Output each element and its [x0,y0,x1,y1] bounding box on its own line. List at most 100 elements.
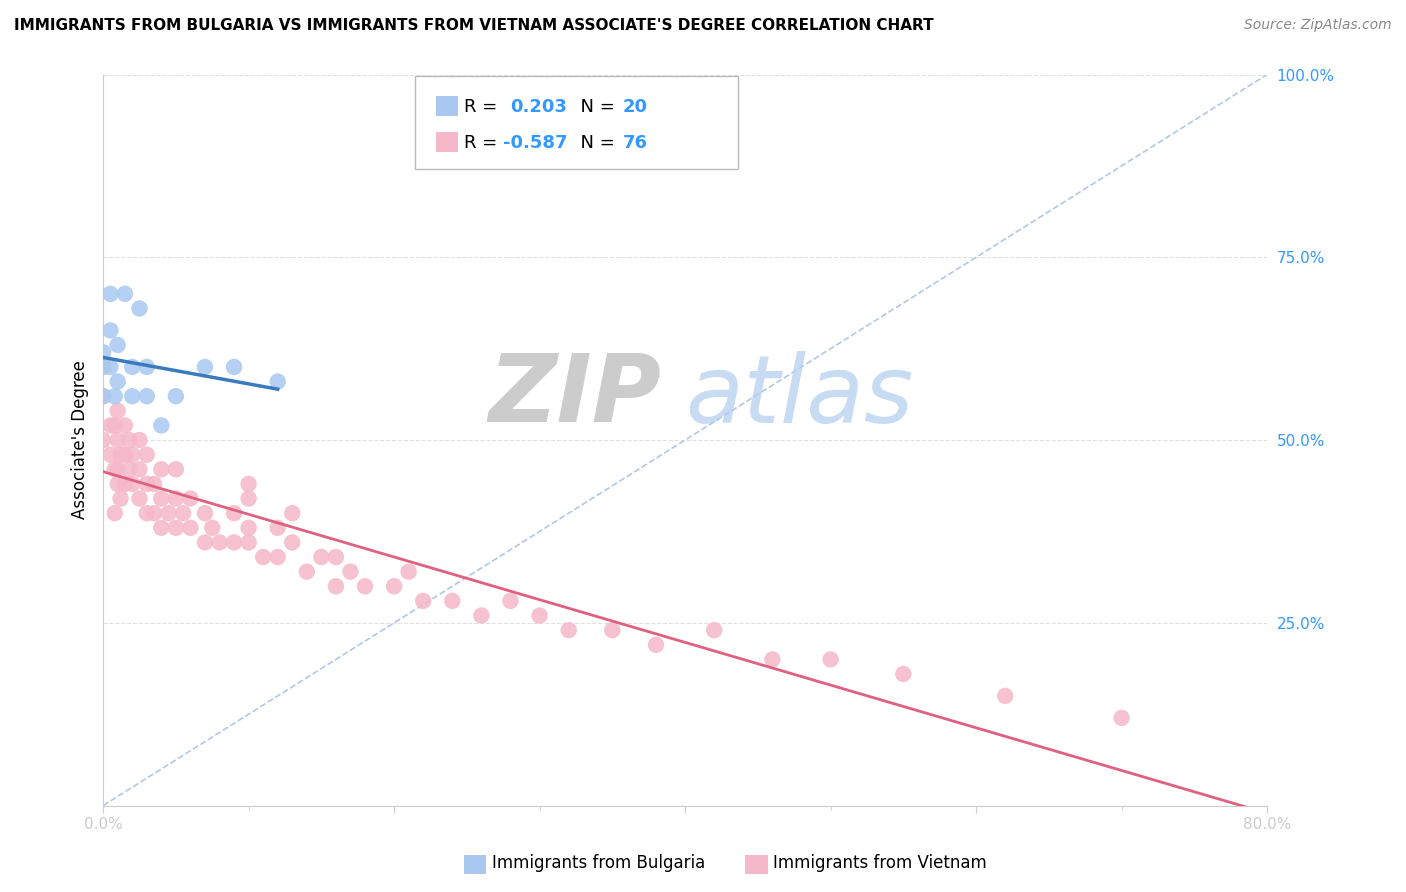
Point [91,359,114,374]
Point [150,521,173,535]
Text: N =: N = [569,98,621,116]
Point [150,462,173,476]
Point [100,286,122,301]
Point [267,521,290,535]
Point [325,549,347,564]
Point [150,491,173,506]
Text: R =: R = [464,134,503,152]
Point [891,667,914,681]
Point [128,491,150,506]
Point [143,506,166,520]
Point [165,521,187,535]
Point [1111,711,1133,725]
Point [339,565,361,579]
Point [121,389,143,403]
Text: 76: 76 [623,134,648,152]
Point [761,652,783,666]
Point [529,608,551,623]
Text: R =: R = [464,98,509,116]
Point [165,389,187,403]
Point [100,418,122,433]
Point [179,491,201,506]
Point [325,579,347,593]
Point [179,521,201,535]
Point [238,477,260,491]
Point [143,477,166,491]
Point [820,652,842,666]
Point [252,549,274,564]
Point [208,535,231,549]
Point [281,535,304,549]
Point [222,359,245,374]
Point [110,448,132,462]
Text: Source: ZipAtlas.com: Source: ZipAtlas.com [1244,18,1392,32]
Text: 0.203: 0.203 [510,98,567,116]
Point [499,594,522,608]
Point [194,506,217,520]
Point [602,623,624,637]
Point [238,535,260,549]
Point [91,359,114,374]
Point [194,359,217,374]
Point [107,477,129,491]
Point [118,462,141,476]
Text: atlas: atlas [685,351,914,442]
Point [222,535,245,549]
Point [107,375,129,389]
Point [135,359,157,374]
Point [100,448,122,462]
Point [150,418,173,433]
Point [398,565,420,579]
Point [194,535,217,549]
Text: IMMIGRANTS FROM BULGARIA VS IMMIGRANTS FROM VIETNAM ASSOCIATE'S DEGREE CORRELATI: IMMIGRANTS FROM BULGARIA VS IMMIGRANTS F… [14,18,934,33]
Point [557,623,579,637]
Point [121,448,143,462]
Point [104,418,127,433]
Point [165,491,187,506]
Y-axis label: Associate's Degree: Associate's Degree [72,360,89,519]
Point [267,549,290,564]
Text: 20: 20 [623,98,648,116]
Point [104,462,127,476]
Point [201,521,224,535]
Point [107,404,129,418]
Point [118,433,141,447]
Point [172,506,194,520]
Point [281,506,304,520]
Point [91,389,114,403]
Point [121,359,143,374]
Point [91,345,114,359]
Point [121,477,143,491]
Point [135,448,157,462]
Point [157,506,180,520]
Point [412,594,434,608]
Text: -0.587: -0.587 [503,134,568,152]
Text: N =: N = [569,134,621,152]
Point [354,579,377,593]
Point [114,448,136,462]
Point [238,491,260,506]
Point [91,389,114,403]
Point [128,433,150,447]
Text: Immigrants from Vietnam: Immigrants from Vietnam [773,855,987,872]
Point [441,594,464,608]
Point [128,462,150,476]
Point [311,549,333,564]
Point [91,433,114,447]
Point [114,418,136,433]
Point [165,462,187,476]
Point [107,462,129,476]
Point [104,506,127,520]
Point [382,579,405,593]
Point [107,433,129,447]
Point [703,623,725,637]
Point [135,477,157,491]
Point [114,477,136,491]
Point [104,389,127,403]
Point [135,389,157,403]
Point [110,491,132,506]
Text: Immigrants from Bulgaria: Immigrants from Bulgaria [492,855,706,872]
Point [128,301,150,316]
Point [267,375,290,389]
Point [222,506,245,520]
